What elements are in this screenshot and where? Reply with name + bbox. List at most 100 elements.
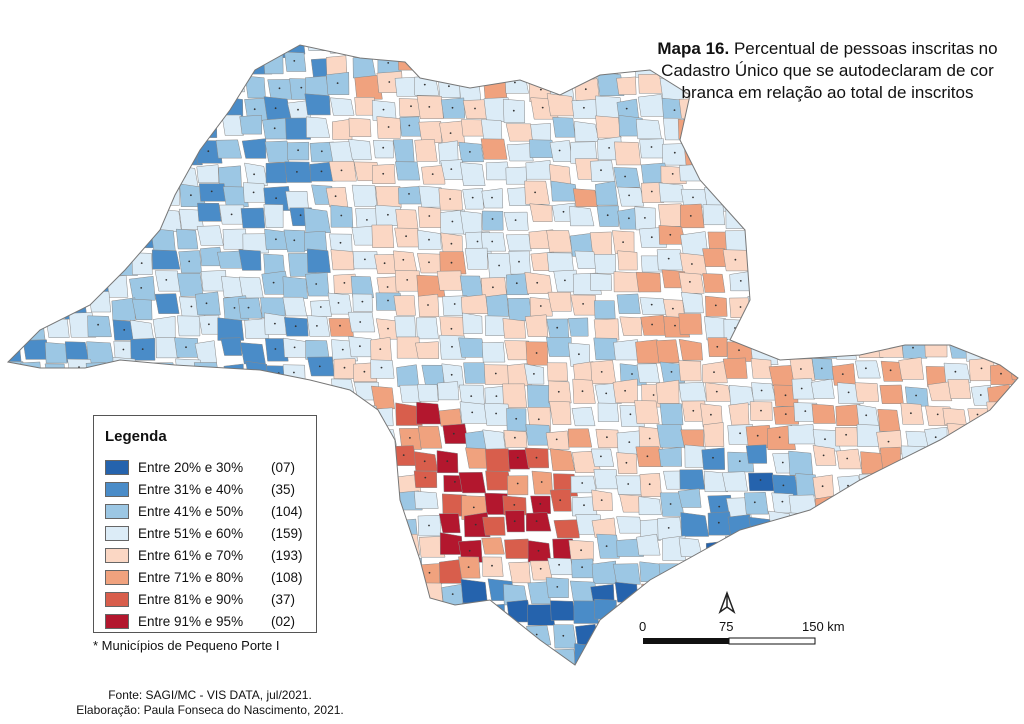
municipality-area: [19, 232, 41, 253]
municipality-area: [810, 317, 837, 340]
municipality-area: [45, 558, 67, 581]
credit-text: Elaboração: Paula Fonseca do Nascimento,…: [76, 703, 344, 717]
small-municipality-marker: [540, 88, 542, 91]
municipality-area: [307, 356, 335, 377]
municipality-area: [304, 93, 331, 116]
small-municipality-marker: [247, 306, 250, 309]
municipality-area: [372, 581, 394, 604]
municipality-area: [47, 472, 72, 496]
municipality-area: [969, 561, 994, 587]
small-municipality-marker: [977, 660, 980, 662]
municipality-area: [680, 291, 704, 314]
municipality-area: [788, 494, 818, 515]
small-municipality-marker: [783, 566, 785, 569]
small-municipality-marker: [829, 543, 832, 545]
municipality-area: [503, 429, 528, 448]
small-municipality-marker: [1020, 265, 1022, 267]
municipality-area: [678, 382, 707, 402]
small-municipality-marker: [166, 153, 169, 155]
municipality-area: [414, 490, 439, 509]
small-municipality-marker: [736, 594, 739, 596]
small-municipality-marker: [53, 608, 55, 611]
small-municipality-marker: [556, 586, 559, 588]
small-municipality-marker: [556, 35, 558, 37]
municipality-area: [678, 272, 705, 294]
small-municipality-marker: [122, 348, 125, 351]
small-municipality-marker: [274, 107, 277, 110]
municipality-area: [901, 561, 929, 583]
municipality-area: [723, 666, 751, 686]
municipality-area: [946, 208, 975, 232]
municipality-area: [304, 272, 330, 297]
municipality-area: [612, 563, 641, 585]
municipality-area: [1007, 582, 1018, 604]
small-municipality-marker: [692, 196, 694, 199]
small-municipality-marker: [402, 258, 405, 261]
municipality-area: [595, 428, 620, 449]
municipality-area: [751, 604, 778, 628]
municipality-area: [567, 428, 593, 448]
municipality-area: [8, 141, 26, 166]
municipality-area: [263, 204, 284, 228]
municipality-area: [945, 534, 972, 553]
municipality-area: [678, 360, 702, 382]
small-municipality-marker: [846, 457, 849, 460]
municipality-area: [176, 315, 201, 337]
small-municipality-marker: [33, 389, 35, 391]
municipality-area: [306, 116, 331, 138]
small-municipality-marker: [167, 193, 169, 196]
small-municipality-marker: [804, 410, 807, 412]
municipality-area: [704, 120, 725, 141]
municipality-area: [590, 159, 616, 182]
municipality-area: [417, 425, 443, 449]
small-municipality-marker: [976, 413, 979, 416]
municipality-area: [347, 311, 376, 333]
small-municipality-marker: [937, 166, 940, 169]
municipality-area: [195, 117, 218, 138]
small-municipality-marker: [1003, 300, 1005, 302]
small-municipality-marker: [472, 506, 475, 509]
municipality-area: [993, 643, 1015, 665]
small-municipality-marker: [760, 565, 763, 568]
municipality-area: [325, 186, 349, 208]
small-municipality-marker: [451, 593, 454, 595]
municipality-area: [855, 207, 877, 225]
small-municipality-marker: [270, 393, 273, 396]
municipality-area: [924, 335, 948, 358]
municipality-area: [987, 277, 1013, 297]
small-municipality-marker: [934, 653, 936, 655]
small-municipality-marker: [97, 323, 99, 326]
small-municipality-marker: [424, 476, 427, 479]
municipality-area: [795, 652, 817, 665]
municipality-area: [62, 404, 86, 424]
municipality-area: [305, 667, 328, 686]
small-municipality-marker: [427, 304, 429, 306]
municipality-area: [656, 339, 680, 363]
municipality-area: [8, 114, 26, 140]
municipality-area: [371, 224, 395, 248]
municipality-area: [1007, 253, 1018, 278]
small-municipality-marker: [605, 392, 608, 395]
municipality-area: [832, 268, 854, 289]
small-municipality-marker: [278, 87, 281, 90]
small-municipality-marker: [935, 238, 938, 241]
municipality-area: [376, 602, 401, 627]
municipality-area: [416, 45, 440, 54]
small-municipality-marker: [53, 284, 56, 287]
municipality-area: [970, 229, 992, 252]
small-municipality-marker: [190, 305, 193, 308]
municipality-area: [395, 402, 423, 426]
municipality-area: [964, 272, 988, 292]
municipality-area: [326, 582, 354, 605]
municipality-area: [525, 648, 552, 665]
municipality-area: [809, 119, 832, 143]
municipality-area: [811, 403, 836, 424]
small-municipality-marker: [892, 126, 895, 128]
municipality-area: [328, 161, 357, 182]
small-municipality-marker: [117, 242, 120, 245]
small-municipality-marker: [337, 658, 340, 661]
municipality-area: [899, 606, 924, 630]
municipality-area: [946, 292, 972, 313]
municipality-area: [702, 204, 726, 226]
small-municipality-marker: [622, 241, 624, 244]
